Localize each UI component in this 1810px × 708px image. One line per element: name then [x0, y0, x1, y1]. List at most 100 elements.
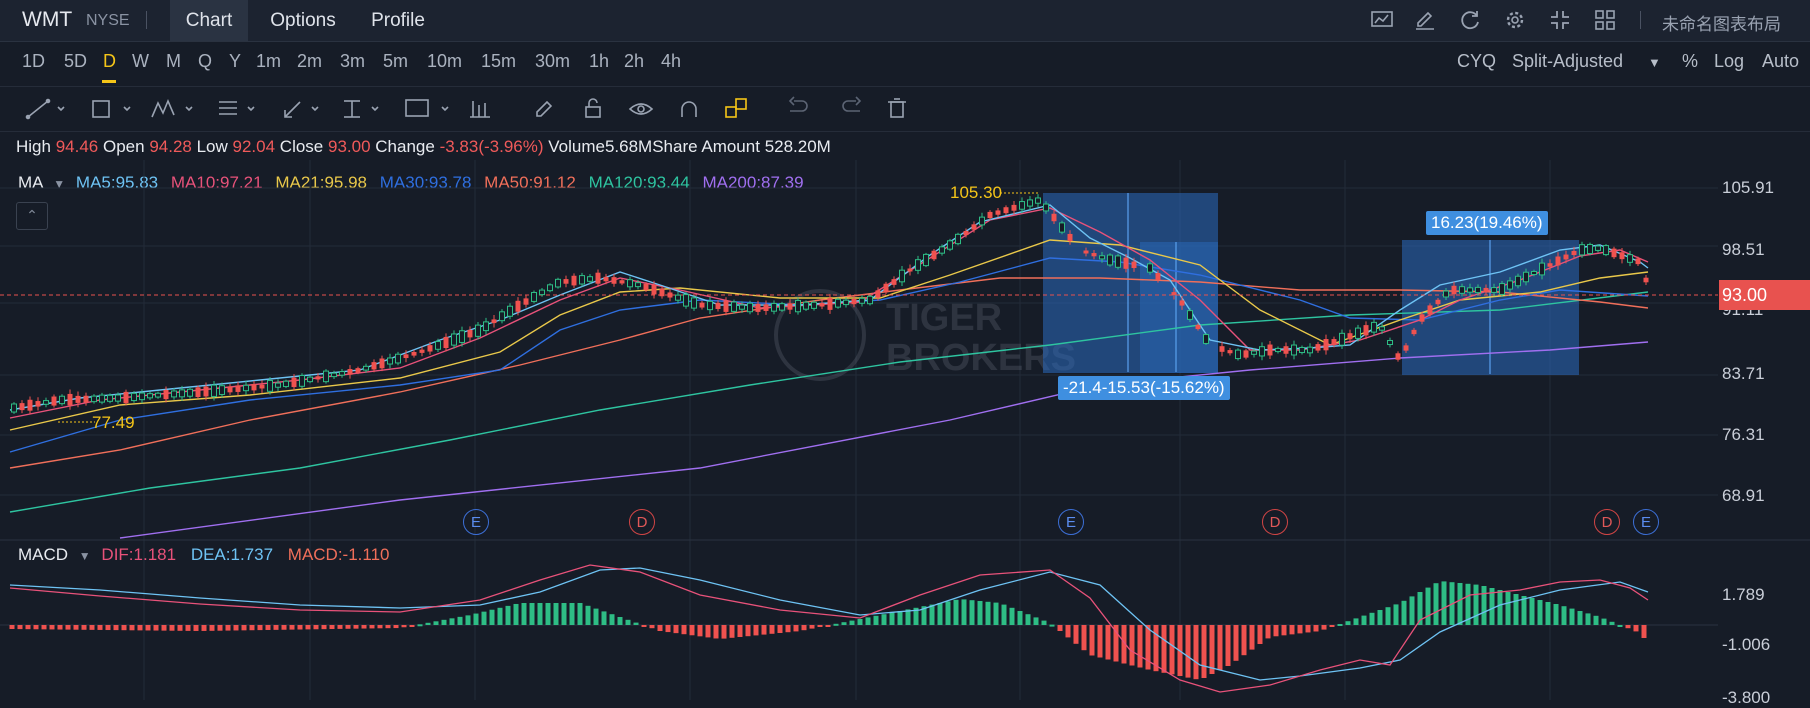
macd-bar: [969, 600, 975, 625]
redo-icon[interactable]: [842, 96, 862, 112]
pencil-icon[interactable]: [536, 100, 553, 117]
candle-body: [707, 300, 713, 311]
timeframe-2h[interactable]: 2h: [624, 51, 645, 71]
eye-icon[interactable]: [628, 103, 654, 115]
measure-tool-icon[interactable]: [344, 100, 379, 118]
gear-icon[interactable]: [1503, 8, 1527, 32]
trend-line-icon[interactable]: [25, 98, 65, 120]
macd-bar: [857, 619, 863, 625]
grid-layout-icon[interactable]: [1593, 8, 1617, 32]
timeframe-2m[interactable]: 2m: [297, 51, 323, 71]
candle-body: [1091, 253, 1097, 257]
candle-body: [923, 253, 929, 267]
candle-body: [675, 294, 681, 301]
chevron-down-icon[interactable]: ▼: [1648, 55, 1661, 70]
trash-icon[interactable]: [888, 98, 906, 118]
rectangle-tool-icon[interactable]: [92, 100, 131, 118]
macd-bar: [257, 625, 263, 631]
candle-body: [91, 395, 97, 403]
timeframe-1h[interactable]: 1h: [589, 51, 610, 71]
dea-line: [9, 567, 1649, 681]
candle-body: [395, 353, 401, 364]
magnet-icon[interactable]: [681, 101, 697, 117]
candle-body: [611, 277, 617, 284]
adjust-dropdown[interactable]: Split-Adjusted: [1512, 51, 1624, 71]
macd-bar: [881, 614, 887, 625]
macd-bar: [401, 625, 407, 628]
macd-bar: [569, 603, 575, 625]
macd-bar: [161, 625, 167, 631]
timeframe-10m[interactable]: 10m: [427, 51, 463, 71]
timeframe-w[interactable]: W: [132, 51, 149, 71]
change-label: Change: [375, 137, 435, 156]
indicator-icon[interactable]: [470, 101, 490, 118]
candle-body: [83, 395, 89, 403]
ticker-symbol[interactable]: WMT: [22, 8, 73, 31]
text-tool-icon[interactable]: [405, 99, 449, 117]
screenshot-icon[interactable]: [1370, 8, 1394, 32]
log-toggle[interactable]: Log: [1714, 51, 1745, 71]
refresh-icon[interactable]: [1458, 8, 1482, 32]
macd-bar: [393, 625, 399, 629]
collapse-icon[interactable]: [1548, 8, 1572, 32]
candle-body: [907, 268, 913, 272]
timeframe-3m[interactable]: 3m: [340, 51, 366, 71]
candle-body: [603, 276, 609, 282]
macd-title[interactable]: MACD: [18, 545, 69, 564]
timeframe-30m[interactable]: 30m: [535, 51, 571, 71]
pattern-tool-icon[interactable]: [151, 98, 193, 118]
dividend-event-marker[interactable]: D: [1262, 509, 1288, 535]
macd-bar: [417, 624, 423, 627]
layout-name[interactable]: 未命名图表布局: [1662, 15, 1781, 34]
candle-body: [403, 354, 409, 359]
timeframe-m[interactable]: M: [166, 51, 181, 71]
macd-panel[interactable]: [0, 564, 1718, 693]
ma-title[interactable]: MA: [18, 173, 43, 192]
earnings-event-marker[interactable]: E: [463, 509, 489, 535]
measure-label-up[interactable]: 16.23(19.46%): [1426, 211, 1548, 235]
tab-chart[interactable]: Chart: [170, 0, 248, 41]
cyq-button[interactable]: CYQ: [1457, 51, 1497, 71]
timeframe-y[interactable]: Y: [229, 51, 242, 71]
fib-tool-icon[interactable]: [219, 101, 255, 115]
timeframe-15m[interactable]: 15m: [481, 51, 517, 71]
chevron-down-icon[interactable]: ▼: [53, 177, 66, 191]
dividend-event-marker[interactable]: D: [1594, 509, 1620, 535]
macd-bar: [1329, 625, 1335, 627]
tab-profile[interactable]: Profile: [371, 10, 425, 31]
collapse-legend-button[interactable]: ⌃: [16, 202, 48, 230]
candle-body: [963, 230, 969, 236]
timeframe-5d[interactable]: 5D: [64, 51, 88, 71]
timeframe-4h[interactable]: 4h: [661, 51, 682, 71]
sync-drawings-icon[interactable]: [725, 98, 747, 118]
tab-options[interactable]: Options: [270, 10, 336, 31]
candlesticks[interactable]: [11, 194, 1649, 414]
candle-body: [1603, 245, 1609, 256]
earnings-event-marker[interactable]: E: [1633, 509, 1659, 535]
timeframe-q[interactable]: Q: [198, 51, 213, 71]
candle-body: [283, 380, 289, 388]
undo-icon[interactable]: [788, 96, 808, 112]
macd-bar: [745, 625, 751, 637]
chevron-down-icon[interactable]: ▼: [78, 549, 91, 563]
candle-body: [987, 211, 993, 219]
arrow-tool-icon[interactable]: [284, 101, 319, 118]
dividend-event-marker[interactable]: D: [629, 509, 655, 535]
auto-toggle[interactable]: Auto: [1762, 51, 1800, 71]
candle-body: [851, 299, 857, 305]
macd-bar: [1505, 592, 1511, 625]
lock-icon[interactable]: [585, 98, 601, 118]
macd-bar: [673, 625, 679, 634]
percent-toggle[interactable]: %: [1682, 51, 1699, 71]
macd-bar: [489, 609, 495, 625]
candle-body: [1435, 299, 1441, 305]
measure-label-down[interactable]: -21.4-15.53(-15.62%): [1058, 376, 1230, 400]
timeframe-d[interactable]: D: [103, 51, 116, 71]
timeframe-1d[interactable]: 1D: [22, 51, 46, 71]
macd-bar: [313, 625, 319, 630]
timeframe-5m[interactable]: 5m: [383, 51, 409, 71]
earnings-event-marker[interactable]: E: [1058, 509, 1084, 535]
edit-icon[interactable]: [1413, 8, 1437, 32]
timeframe-1m[interactable]: 1m: [256, 51, 282, 71]
